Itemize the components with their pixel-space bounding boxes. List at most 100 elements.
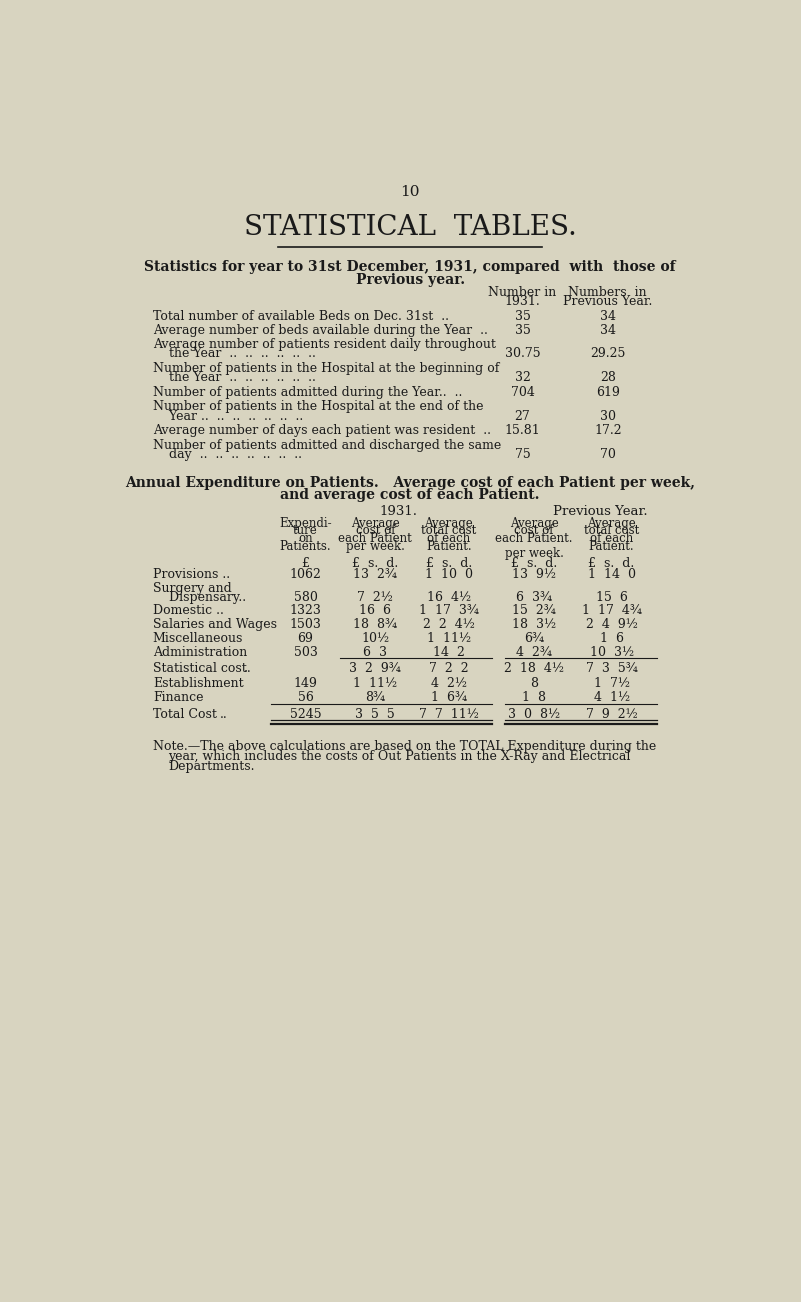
Text: 16  6: 16 6 xyxy=(360,604,391,617)
Text: 13  9½: 13 9½ xyxy=(512,568,556,581)
Text: 10: 10 xyxy=(400,185,420,199)
Text: the Year  ..  ..  ..  ..  ..  ..: the Year .. .. .. .. .. .. xyxy=(153,348,316,361)
Text: 13  2¾: 13 2¾ xyxy=(353,568,397,581)
Text: Average: Average xyxy=(509,517,558,530)
Text: 149: 149 xyxy=(293,677,317,690)
Text: the Year  ..  ..  ..  ..  ..  ..: the Year .. .. .. .. .. .. xyxy=(153,371,316,384)
Text: 14  2: 14 2 xyxy=(433,646,465,659)
Text: Year ..  ..  ..  ..  ..  ..  ..: Year .. .. .. .. .. .. .. xyxy=(153,410,303,423)
Text: 10½: 10½ xyxy=(361,631,389,644)
Text: 34: 34 xyxy=(600,324,616,337)
Text: ture: ture xyxy=(293,525,318,538)
Text: 704: 704 xyxy=(510,385,534,398)
Text: 3  5  5: 3 5 5 xyxy=(356,707,395,720)
Text: 5245: 5245 xyxy=(290,707,321,720)
Text: Previous year.: Previous year. xyxy=(356,272,465,286)
Text: 35: 35 xyxy=(514,324,530,337)
Text: Numbers  in: Numbers in xyxy=(569,285,647,298)
Text: 1  6: 1 6 xyxy=(600,631,624,644)
Text: ..: .. xyxy=(220,707,228,720)
Text: 17.2: 17.2 xyxy=(594,424,622,437)
Text: Administration: Administration xyxy=(153,646,247,659)
Text: Number of patients admitted and discharged the same: Number of patients admitted and discharg… xyxy=(153,439,501,452)
Text: Total number of available Beds on Dec. 31st  ..: Total number of available Beds on Dec. 3… xyxy=(153,310,449,323)
Text: 1  8: 1 8 xyxy=(522,690,546,703)
Text: Average number of beds available during the Year  ..: Average number of beds available during … xyxy=(153,324,488,337)
Text: cost of: cost of xyxy=(514,525,553,538)
Text: 503: 503 xyxy=(293,646,317,659)
Text: Patients.: Patients. xyxy=(280,540,332,553)
Text: 75: 75 xyxy=(514,448,530,461)
Text: 30: 30 xyxy=(600,410,616,423)
Text: of each: of each xyxy=(427,533,470,546)
Text: 1931.: 1931. xyxy=(380,505,417,518)
Text: Average number of patients resident daily throughout: Average number of patients resident dail… xyxy=(153,339,496,352)
Text: 4  2¾: 4 2¾ xyxy=(516,646,552,659)
Text: £  s.  d.: £ s. d. xyxy=(352,557,398,570)
Text: 1  17  3¾: 1 17 3¾ xyxy=(419,604,479,617)
Text: Average: Average xyxy=(425,517,473,530)
Text: 70: 70 xyxy=(600,448,616,461)
Text: 18  3½: 18 3½ xyxy=(512,618,556,631)
Text: 1062: 1062 xyxy=(290,568,321,581)
Text: Total Cost: Total Cost xyxy=(153,707,217,720)
Text: total cost: total cost xyxy=(421,525,477,538)
Text: Surgery and: Surgery and xyxy=(153,582,231,595)
Text: 7  2  2: 7 2 2 xyxy=(429,663,469,676)
Text: total cost: total cost xyxy=(584,525,639,538)
Text: 7  7  11½: 7 7 11½ xyxy=(419,707,479,720)
Text: 29.25: 29.25 xyxy=(590,348,626,361)
Text: Previous Year.: Previous Year. xyxy=(553,505,647,518)
Text: 6  3¾: 6 3¾ xyxy=(516,591,552,604)
Text: Departments.: Departments. xyxy=(168,760,255,773)
Text: £: £ xyxy=(301,557,309,570)
Text: 30.75: 30.75 xyxy=(505,348,541,361)
Text: Number of patients admitted during the Year..  ..: Number of patients admitted during the Y… xyxy=(153,385,462,398)
Text: 1  14  0: 1 14 0 xyxy=(588,568,636,581)
Text: Statistical cost: Statistical cost xyxy=(153,663,247,676)
Text: 69: 69 xyxy=(297,631,313,644)
Text: 1  10  0: 1 10 0 xyxy=(425,568,473,581)
Text: 7  9  2½: 7 9 2½ xyxy=(586,707,638,720)
Text: Miscellaneous: Miscellaneous xyxy=(153,631,244,644)
Text: year, which includes the costs of Out Patients in the X-Ray and Electrical: year, which includes the costs of Out Pa… xyxy=(168,750,630,763)
Text: Dispensary..: Dispensary.. xyxy=(153,591,246,604)
Text: STATISTICAL  TABLES.: STATISTICAL TABLES. xyxy=(244,214,577,241)
Text: 2  18  4½: 2 18 4½ xyxy=(504,663,564,676)
Text: Previous Year.: Previous Year. xyxy=(563,294,653,307)
Text: 1503: 1503 xyxy=(290,618,321,631)
Text: Number of patients in the Hospital at the end of the: Number of patients in the Hospital at th… xyxy=(153,400,483,413)
Text: 35: 35 xyxy=(514,310,530,323)
Text: 34: 34 xyxy=(600,310,616,323)
Text: 1323: 1323 xyxy=(290,604,321,617)
Text: 4  1½: 4 1½ xyxy=(594,690,630,703)
Text: Salaries and Wages: Salaries and Wages xyxy=(153,618,277,631)
Text: 2  2  4½: 2 2 4½ xyxy=(423,618,475,631)
Text: ..: .. xyxy=(244,663,252,676)
Text: Provisions ..: Provisions .. xyxy=(153,568,230,581)
Text: 1931.: 1931. xyxy=(505,294,541,307)
Text: Establishment: Establishment xyxy=(153,677,244,690)
Text: day  ..  ..  ..  ..  ..  ..  ..: day .. .. .. .. .. .. .. xyxy=(153,448,302,461)
Text: 6¾: 6¾ xyxy=(524,631,544,644)
Text: 15.81: 15.81 xyxy=(505,424,541,437)
Text: 4  2½: 4 2½ xyxy=(431,677,467,690)
Text: 7  2½: 7 2½ xyxy=(357,591,393,604)
Text: 6  3: 6 3 xyxy=(363,646,387,659)
Text: each Patient.: each Patient. xyxy=(495,533,573,546)
Text: 3  0  8½: 3 0 8½ xyxy=(508,707,560,720)
Text: 3  2  9¾: 3 2 9¾ xyxy=(349,663,401,676)
Text: of each: of each xyxy=(590,533,634,546)
Text: £  s.  d.: £ s. d. xyxy=(426,557,472,570)
Text: cost of: cost of xyxy=(356,525,395,538)
Text: 10  3½: 10 3½ xyxy=(590,646,634,659)
Text: Domestic ..: Domestic .. xyxy=(153,604,223,617)
Text: Average: Average xyxy=(587,517,636,530)
Text: 28: 28 xyxy=(600,371,616,384)
Text: 15  6: 15 6 xyxy=(596,591,627,604)
Text: 580: 580 xyxy=(293,591,317,604)
Text: 2  4  9½: 2 4 9½ xyxy=(586,618,638,631)
Text: 1  17  4¾: 1 17 4¾ xyxy=(582,604,642,617)
Text: Statistics for year to 31st December, 1931, compared  with  those of: Statistics for year to 31st December, 19… xyxy=(144,260,676,275)
Text: 16  4½: 16 4½ xyxy=(427,591,471,604)
